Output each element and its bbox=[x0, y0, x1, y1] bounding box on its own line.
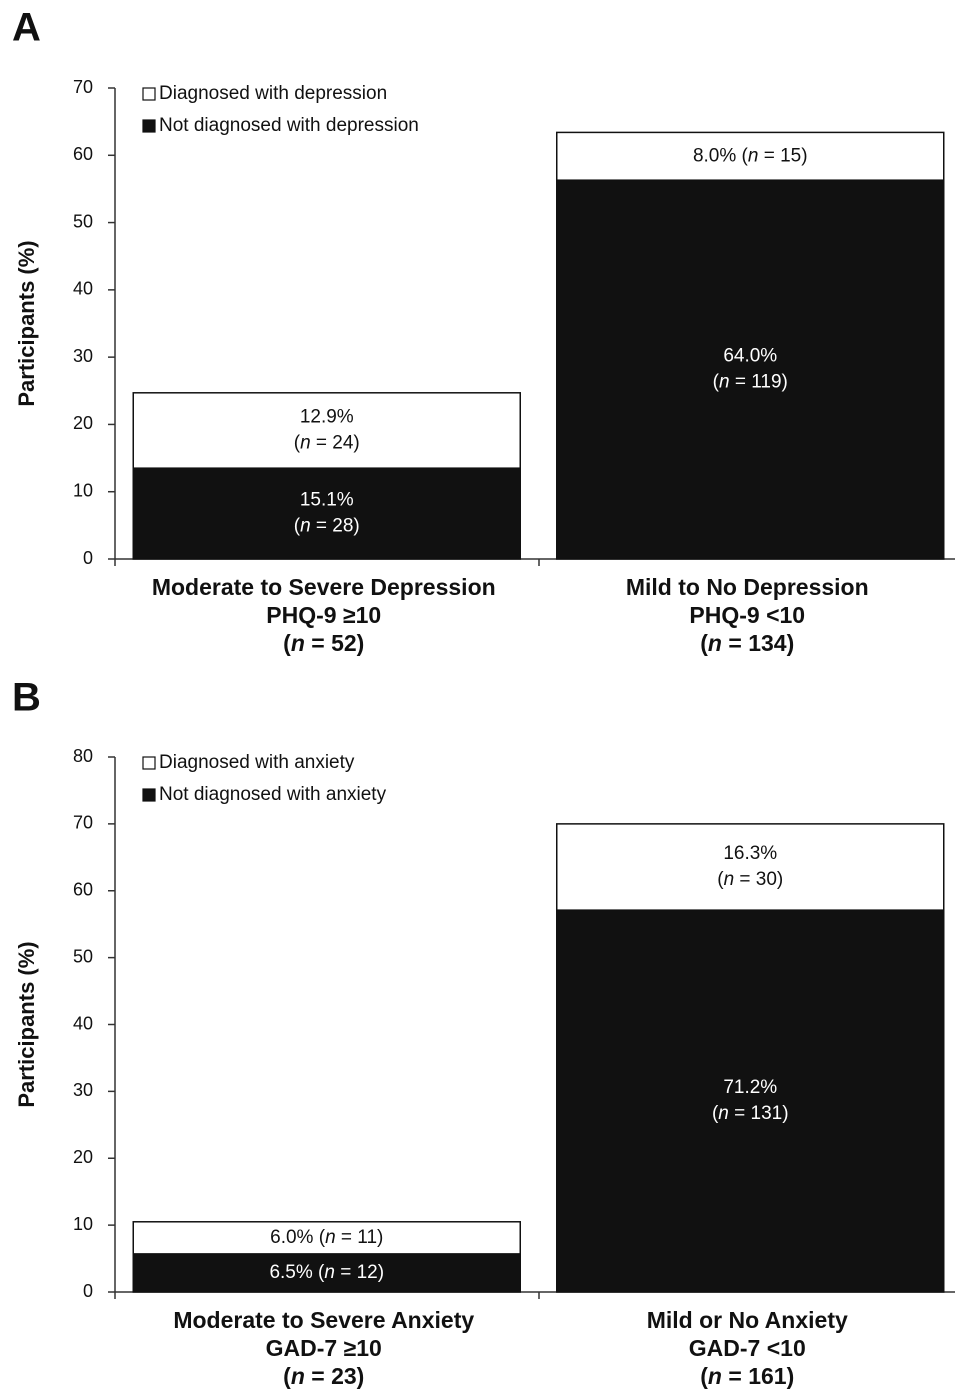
data-label: 64.0% (n = 119) bbox=[713, 346, 788, 393]
y-tick-label: 50 bbox=[73, 211, 93, 231]
panel-label: A bbox=[12, 6, 41, 50]
y-tick-label: 70 bbox=[73, 77, 93, 97]
data-label: 71.2% (n = 131) bbox=[712, 1077, 789, 1124]
x-tick-label: Mild or No Anxiety GAD-7 <10 (n = 161) bbox=[647, 1307, 848, 1389]
legend-swatch bbox=[142, 87, 156, 101]
x-tick-label: Mild to No Depression PHQ-9 <10 (n = 134) bbox=[626, 574, 869, 656]
y-tick-label: 80 bbox=[73, 746, 93, 766]
y-tick-label: 30 bbox=[73, 346, 93, 366]
data-label: 16.3% (n = 30) bbox=[717, 843, 783, 890]
data-label: 6.0% (n = 11) bbox=[270, 1227, 383, 1248]
bar-segment bbox=[556, 131, 945, 181]
data-label: 6.5% (n = 12) bbox=[269, 1262, 384, 1283]
y-tick-label: 0 bbox=[83, 1281, 93, 1301]
bar-segment bbox=[556, 909, 945, 1293]
data-label: 8.0% (n = 15) bbox=[693, 145, 808, 166]
y-tick-label: 20 bbox=[73, 1147, 93, 1167]
bar-segment bbox=[556, 179, 945, 560]
legend-swatch bbox=[142, 756, 156, 770]
legend-swatch bbox=[142, 119, 156, 133]
panel-label: B bbox=[12, 676, 41, 720]
legend-label: Diagnosed with anxiety bbox=[159, 752, 355, 773]
y-axis-title: Participants (%) bbox=[14, 240, 39, 406]
y-tick-label: 70 bbox=[73, 813, 93, 833]
legend-label: Not diagnosed with anxiety bbox=[159, 784, 387, 805]
y-tick-label: 50 bbox=[73, 946, 93, 966]
y-tick-label: 60 bbox=[73, 880, 93, 900]
data-label: 15.1% (n = 28) bbox=[294, 490, 360, 537]
y-axis-title: Participants (%) bbox=[14, 941, 39, 1107]
y-tick-label: 30 bbox=[73, 1080, 93, 1100]
y-tick-label: 10 bbox=[73, 480, 93, 500]
legend-label: Diagnosed with depression bbox=[159, 83, 387, 104]
x-tick-label: Moderate to Severe Depression PHQ-9 ≥10 (n… bbox=[152, 574, 496, 656]
y-tick-label: 10 bbox=[73, 1214, 93, 1234]
x-tick-label: Moderate to Severe Anxiety GAD-7 ≥10 (n = … bbox=[173, 1307, 474, 1389]
data-label: 12.9% (n = 24) bbox=[294, 406, 360, 453]
bar-segment bbox=[556, 823, 945, 911]
y-tick-label: 0 bbox=[83, 548, 93, 568]
legend-label: Not diagnosed with depression bbox=[159, 115, 419, 136]
y-tick-label: 20 bbox=[73, 413, 93, 433]
y-tick-label: 40 bbox=[73, 279, 93, 299]
bar-segment bbox=[132, 392, 521, 469]
y-tick-label: 40 bbox=[73, 1013, 93, 1033]
y-tick-label: 60 bbox=[73, 144, 93, 164]
bar-segment bbox=[132, 467, 521, 560]
legend-swatch bbox=[142, 788, 156, 802]
bar-segment bbox=[132, 1221, 521, 1255]
